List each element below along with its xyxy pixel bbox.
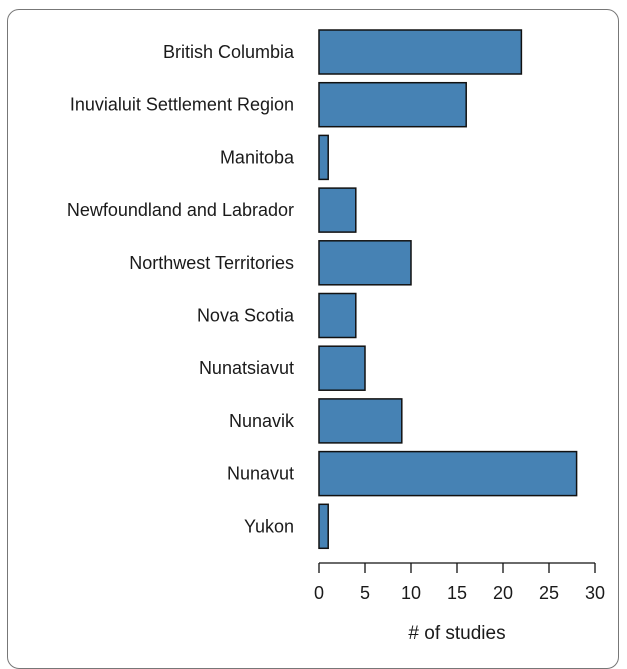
bar-nunavut xyxy=(318,450,578,497)
category-label-manitoba: Manitoba xyxy=(220,147,295,167)
bar-manitoba xyxy=(318,134,329,181)
x-tick-label: 25 xyxy=(539,583,559,603)
x-tick-label: 15 xyxy=(447,583,467,603)
category-label-yukon: Yukon xyxy=(244,516,294,536)
bar-nova-scotia xyxy=(318,292,357,339)
bar-yukon xyxy=(318,503,329,550)
x-axis-title: # of studies xyxy=(408,623,505,644)
bar-inuvialuit-settlement-region xyxy=(318,81,467,128)
bar-nunavik xyxy=(318,398,403,444)
x-tick-label: 0 xyxy=(314,583,324,603)
category-label-newfoundland-and-labrador: Newfoundland and Labrador xyxy=(67,200,294,220)
x-tick-label: 30 xyxy=(585,583,605,603)
bars-group xyxy=(318,29,578,550)
bar-british-columbia xyxy=(318,29,523,75)
bar-northwest-territories xyxy=(318,240,412,286)
bar-nunatsiavut xyxy=(318,345,366,391)
category-label-nunavut: Nunavut xyxy=(227,464,294,484)
x-tick-label: 10 xyxy=(401,583,421,603)
category-label-northwest-territories: Northwest Territories xyxy=(129,253,294,273)
category-label-nunavik: Nunavik xyxy=(229,411,295,431)
category-label-nova-scotia: Nova Scotia xyxy=(197,306,295,326)
category-labels: British Columbia Inuvialuit Settlement Re… xyxy=(67,42,295,536)
x-tick-label: 5 xyxy=(360,583,370,603)
bar-newfoundland-and-labrador xyxy=(318,187,357,233)
category-label-nunatsiavut: Nunatsiavut xyxy=(199,358,294,378)
category-label-british-columbia: British Columbia xyxy=(163,42,295,62)
x-tick-label: 20 xyxy=(493,583,513,603)
bar-chart: British Columbia Inuvialuit Settlement Re… xyxy=(67,29,605,644)
category-label-inuvialuit-settlement-region: Inuvialuit Settlement Region xyxy=(70,95,294,115)
x-axis: 0 5 10 15 20 25 30 xyxy=(314,562,605,603)
